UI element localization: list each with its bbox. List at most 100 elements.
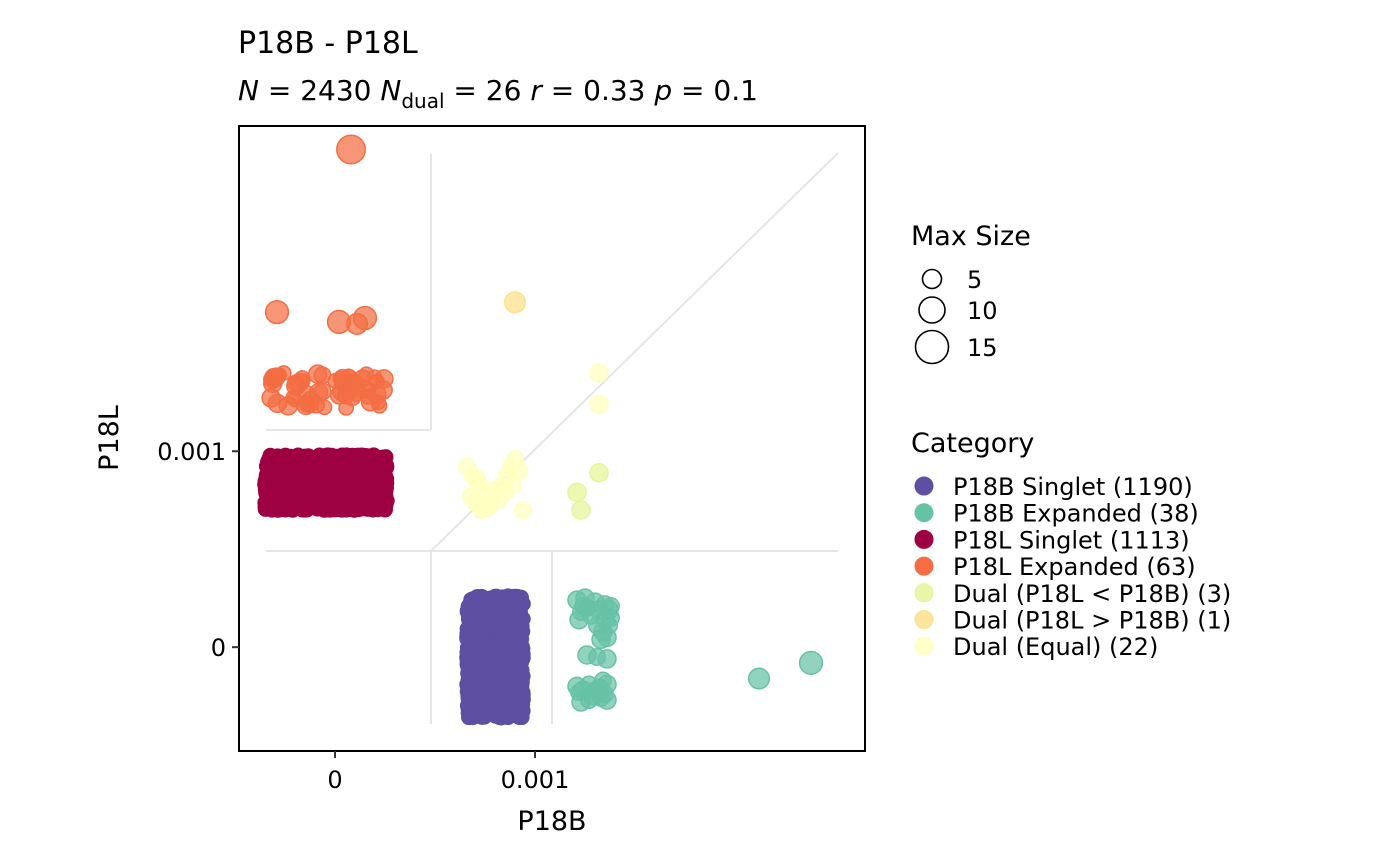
data-point <box>495 597 511 613</box>
data-point <box>354 451 371 467</box>
data-point <box>475 640 491 657</box>
data-point <box>460 599 477 616</box>
data-point <box>336 134 366 165</box>
points-layer <box>257 134 824 726</box>
data-point <box>798 650 824 675</box>
category-legend-key <box>914 636 934 656</box>
data-point <box>258 458 275 475</box>
data-point <box>473 692 489 709</box>
data-point <box>345 312 369 335</box>
data-point <box>487 681 503 697</box>
data-point <box>338 447 355 464</box>
data-point <box>267 393 288 414</box>
size-legend-key <box>914 329 950 365</box>
data-point <box>502 690 519 706</box>
x-axis-ticks: 0 0.001 <box>327 751 569 794</box>
category-legend-key <box>914 529 934 549</box>
data-point <box>468 469 486 488</box>
data-point <box>567 482 587 503</box>
data-point <box>597 649 617 669</box>
data-point <box>492 477 510 496</box>
size-legend-label: 10 <box>967 297 998 325</box>
series-1 <box>567 588 824 712</box>
category-legend-label: P18L Singlet (1113) <box>953 526 1190 554</box>
size-legend-label: 15 <box>967 334 998 362</box>
plot-border <box>238 125 866 752</box>
data-point <box>507 589 524 606</box>
data-point <box>349 472 365 489</box>
data-point <box>373 484 389 501</box>
category-legend-title: Category <box>911 428 1034 459</box>
series-4 <box>567 463 609 520</box>
data-point <box>514 501 532 519</box>
category-legend-key <box>914 476 934 496</box>
data-point <box>589 463 609 483</box>
data-point <box>313 366 332 385</box>
data-point <box>264 300 290 325</box>
data-point <box>307 395 326 414</box>
size-legend-label: 5 <box>967 266 982 294</box>
data-point <box>461 653 478 670</box>
data-point <box>283 472 300 489</box>
data-point <box>571 500 591 520</box>
y-axis-title: P18L <box>94 405 125 471</box>
data-point <box>340 368 357 385</box>
subtitle-p-value: 0.1 <box>713 74 758 107</box>
data-point <box>589 363 609 383</box>
data-point <box>501 611 518 628</box>
x-tick-label: 0.001 <box>501 766 570 794</box>
data-point <box>580 691 598 709</box>
data-point <box>331 381 352 402</box>
subtitle-ndual-value: 26 <box>486 74 522 107</box>
size-legend-key <box>921 268 943 290</box>
data-point <box>371 398 388 414</box>
category-legend-label: Dual (P18L > P18B) (1) <box>953 607 1231 635</box>
data-point <box>336 499 353 515</box>
data-point <box>574 597 592 615</box>
data-point <box>510 461 528 480</box>
data-point <box>466 622 483 639</box>
data-point <box>488 657 505 673</box>
x-tick-label: 0 <box>327 766 342 794</box>
data-point <box>502 640 519 657</box>
size-legend-title: Max Size <box>911 221 1031 252</box>
series-2 <box>257 447 395 518</box>
data-point <box>589 394 609 414</box>
y-tick-label: 0.001 <box>157 438 226 466</box>
category-legend: P18B Singlet (1190)P18B Expanded (38)P18… <box>914 473 1231 661</box>
data-point <box>287 391 303 408</box>
series-0 <box>459 588 531 726</box>
category-legend-label: P18B Singlet (1190) <box>953 473 1193 501</box>
data-point <box>287 496 303 512</box>
data-point <box>373 456 389 473</box>
data-point <box>338 400 354 416</box>
series-6 <box>458 363 609 519</box>
data-point <box>321 466 338 483</box>
data-point <box>266 490 282 507</box>
data-point <box>359 389 376 405</box>
data-point <box>271 367 288 383</box>
data-point <box>503 291 527 314</box>
data-point <box>600 616 618 635</box>
data-point <box>279 451 296 467</box>
data-point <box>602 597 620 615</box>
series-5 <box>503 291 527 314</box>
size-legend-key <box>918 296 946 324</box>
data-point <box>480 595 496 612</box>
data-point <box>747 667 771 690</box>
category-legend-key <box>914 610 934 629</box>
category-legend-key <box>914 583 934 603</box>
category-legend-label: Dual (P18L < P18B) (3) <box>953 580 1231 608</box>
category-legend-label: Dual (Equal) (22) <box>953 633 1158 661</box>
data-point <box>294 370 311 386</box>
y-tick-label: 0 <box>211 634 226 662</box>
data-point <box>512 664 529 681</box>
data-point <box>596 685 614 704</box>
category-legend-label: P18L Expanded (63) <box>953 553 1196 581</box>
subtitle-n-value: 2430 <box>300 74 371 107</box>
data-point <box>313 450 330 466</box>
subtitle-r-value: 0.33 <box>583 74 645 107</box>
data-point <box>358 366 375 383</box>
